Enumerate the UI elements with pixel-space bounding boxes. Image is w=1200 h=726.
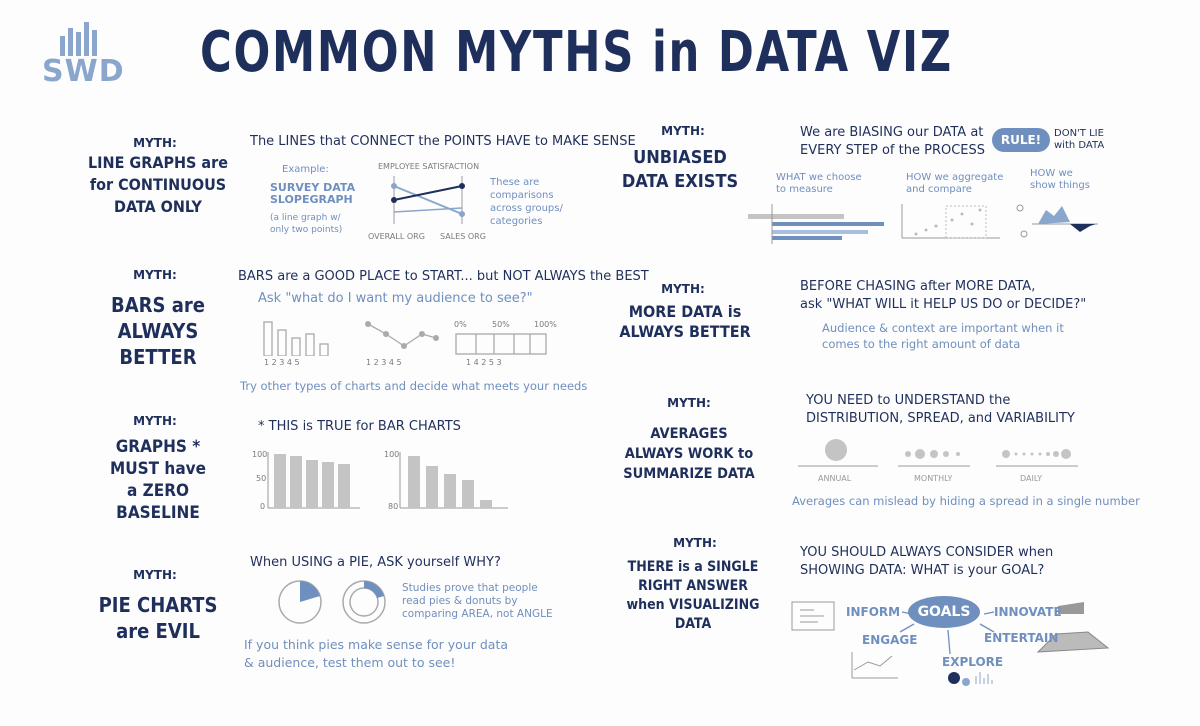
chart-alternatives — [263, 321, 547, 356]
myth-label: MYTH: — [667, 396, 711, 410]
example-title: SURVEY DATA SLOPEGRAPH — [270, 181, 356, 206]
myth-label: MYTH: — [133, 268, 177, 282]
myth-bars-better: BARS are ALWAYS BETTER — [111, 293, 205, 369]
section-heading: * THIS is TRUE for BAR CHARTS — [258, 419, 461, 434]
line-ticks: 1 2 3 4 5 — [366, 358, 402, 367]
axis-tick: 100 — [384, 450, 400, 459]
section-heading: BARS are a GOOD PLACE to START... but NO… — [238, 269, 649, 284]
annual-label: ANNUAL — [818, 474, 852, 483]
side-note: These are comparisons across groups/ cat… — [490, 177, 563, 227]
goal-inform: INFORM — [846, 605, 901, 619]
section-note: Audience & context are important when it… — [822, 321, 1064, 351]
goals-diagram — [791, 601, 1110, 686]
axis-tick: 80 — [388, 502, 399, 511]
rule-note: DON'T LIE with DATA — [1054, 128, 1105, 151]
slopegraph-chart — [391, 176, 465, 224]
myth-single-answer: THERE is a SINGLE RIGHT ANSWER when VISU… — [626, 559, 760, 632]
pct-tick: 0% — [454, 320, 467, 329]
stack-ticks: 1 4 2 5 3 — [466, 358, 502, 367]
myth-label: MYTH: — [661, 282, 705, 296]
myth-label: MYTH: — [133, 568, 177, 582]
page-title: COMMON MYTHS in DATA VIZ — [200, 20, 953, 85]
rule-badge: RULE! — [992, 128, 1050, 152]
section-heading: YOU NEED to UNDERSTAND the DISTRIBUTION,… — [806, 393, 1075, 426]
axis-left-label: OVERALL ORG — [368, 232, 425, 241]
daily-label: DAILY — [1020, 474, 1043, 483]
goal-explore: EXPLORE — [942, 655, 1004, 669]
goal-entertain: ENTERTAIN — [984, 631, 1059, 645]
myth-pie-charts: PIE CHARTS are EVIL — [98, 593, 218, 643]
section-note: Try other types of charts and decide wha… — [240, 379, 588, 393]
myth-label: MYTH: — [133, 414, 177, 428]
pct-tick: 100% — [534, 320, 557, 329]
section-heading: The LINES that CONNECT the POINTS HAVE t… — [250, 134, 636, 149]
pct-tick: 50% — [492, 320, 510, 329]
bias-step-measure: WHAT we choose to measure — [776, 172, 862, 195]
goals-center: GOALS — [908, 596, 980, 628]
section-heading: When USING a PIE, ASK yourself WHY? — [250, 555, 501, 570]
example-note: (a line graph w/ only two points) — [270, 213, 343, 235]
myth-label: MYTH: — [133, 136, 177, 150]
logo-bars-icon — [60, 22, 97, 56]
axis-right-label: SALES ORG — [440, 232, 486, 241]
section-note: If you think pies make sense for your da… — [244, 637, 509, 670]
pie-donut-charts — [278, 580, 386, 624]
section-heading: We are BIASING our DATA at EVERY STEP of… — [800, 125, 986, 158]
axis-tick: 50 — [256, 474, 267, 483]
baseline-bar-charts — [267, 452, 508, 509]
bar-ticks: 1 2 3 4 5 — [264, 358, 300, 367]
myth-line-graphs: LINE GRAPHS are for CONTINUOUS DATA ONLY — [88, 153, 228, 216]
side-note: Studies prove that people read pies & do… — [402, 582, 553, 620]
myth-zero-baseline: GRAPHS * MUST have a ZERO BASELINE — [110, 437, 206, 523]
myth-more-data: MORE DATA is ALWAYS BETTER — [619, 302, 751, 341]
goal-engage: ENGAGE — [862, 633, 918, 647]
section-heading: YOU SHOULD ALWAYS CONSIDER when SHOWING … — [800, 545, 1054, 578]
myth-unbiased-data: UNBIASED DATA EXISTS — [621, 147, 739, 192]
axis-tick: 100 — [252, 450, 268, 459]
bias-step-aggregate: HOW we aggregate and compare — [906, 172, 1004, 195]
section-heading: BEFORE CHASING after MORE DATA, ask "WHA… — [800, 279, 1087, 312]
axis-tick: 0 — [260, 502, 266, 511]
myth-label: MYTH: — [661, 124, 705, 138]
logo-text: SWD — [42, 54, 125, 89]
section-note: Averages can mislead by hiding a spread … — [792, 494, 1140, 508]
monthly-label: MONTHLY — [914, 474, 953, 483]
section-subheading: Ask "what do I want my audience to see?" — [258, 291, 533, 306]
bias-sketches — [748, 204, 1098, 244]
bias-step-show: HOW we show things — [1030, 168, 1090, 191]
myth-label: MYTH: — [673, 536, 717, 550]
myth-averages: AVERAGES ALWAYS WORK to SUMMARIZE DATA — [623, 426, 755, 482]
goal-innovate: INNOVATE — [994, 605, 1062, 619]
example-label: Example: — [282, 164, 329, 175]
swd-logo: SWD — [42, 18, 132, 89]
distribution-sketches — [798, 439, 1078, 467]
chart-title: EMPLOYEE SATISFACTION — [378, 162, 480, 171]
